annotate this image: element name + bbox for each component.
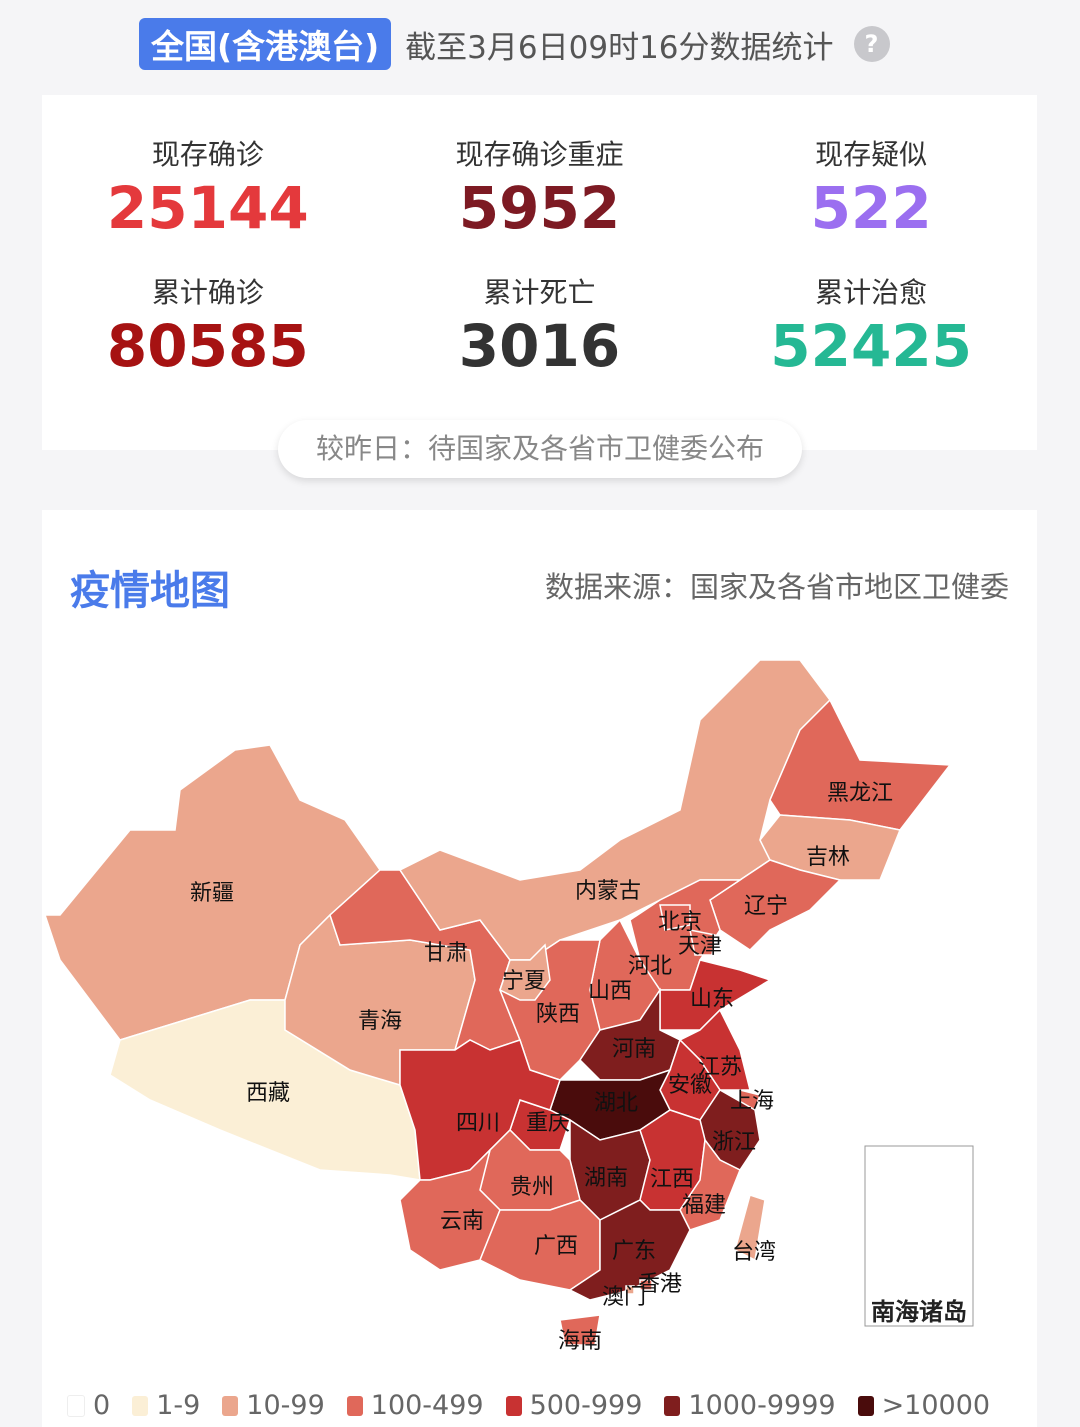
stat-item: 累计治愈 52425 — [705, 271, 1037, 377]
stat-value: 522 — [810, 174, 932, 242]
province-label: 湖南 — [584, 1166, 628, 1191]
province-region[interactable] — [734, 1194, 766, 1262]
south-sea-inset — [864, 1145, 974, 1327]
province-label: 陕西 — [536, 1002, 580, 1027]
legend-label: 1000-9999 — [688, 1390, 836, 1421]
legend-label: 0 — [93, 1390, 111, 1421]
stat-label: 现存确诊 — [151, 138, 264, 171]
stat-item: 现存确诊 25144 — [42, 133, 374, 239]
province-label: 宁夏 — [502, 969, 546, 994]
stat-label: 累计死亡 — [483, 276, 596, 309]
province-label: 江西 — [650, 1167, 694, 1192]
province-label: 四川 — [456, 1111, 500, 1136]
stat-label: 累计确诊 — [151, 276, 264, 309]
province-label: 海南 — [558, 1329, 602, 1354]
province-label: 浙江 — [712, 1130, 756, 1155]
compare-note: 较昨日：待国家及各省市卫健委公布 — [278, 420, 802, 478]
legend-swatch — [222, 1395, 239, 1416]
province-label: 内蒙古 — [575, 879, 641, 904]
stat-value: 52425 — [770, 312, 973, 380]
province-label: 青海 — [358, 1009, 402, 1034]
province-label: 重庆 — [526, 1111, 570, 1136]
legend-item[interactable]: 10-99 — [222, 1390, 325, 1421]
province-label: 安徽 — [668, 1073, 712, 1098]
legend-label: 10-99 — [246, 1390, 325, 1421]
province-label: 天津 — [678, 934, 722, 959]
map-title: 疫情地图 — [70, 568, 230, 614]
province-label: 澳门 — [602, 1285, 646, 1310]
province-region[interactable] — [689, 929, 716, 956]
province-label: 新疆 — [190, 881, 234, 906]
stat-value: 80585 — [106, 312, 309, 380]
province-label: 广东 — [612, 1239, 656, 1264]
legend-item[interactable]: 500-999 — [505, 1390, 643, 1421]
stat-label: 现存疑似 — [815, 138, 928, 171]
stat-value: 5952 — [458, 174, 621, 242]
province-region[interactable] — [625, 1285, 635, 1295]
legend-item[interactable]: >10000 — [857, 1390, 991, 1421]
province-region[interactable] — [499, 943, 551, 1001]
map-source: 数据来源：国家及各省市地区卫健委 — [544, 570, 1009, 604]
province-label: 辽宁 — [744, 894, 788, 919]
legend-label: 1-9 — [156, 1390, 201, 1421]
stat-label: 累计治愈 — [815, 276, 928, 309]
stat-item: 现存确诊重症 5952 — [374, 133, 706, 239]
province-label: 广西 — [534, 1234, 578, 1259]
map-legend: 0 1-9 10-99 100-499 500-999 1000-9999 >10000 — [67, 1390, 990, 1421]
province-label: 台湾 — [732, 1240, 776, 1265]
province-region[interactable] — [659, 904, 691, 931]
timestamp: 截至3月6日09时16分数据统计 — [405, 29, 834, 66]
legend-swatch — [346, 1395, 363, 1416]
province-label: 黑龙江 — [827, 781, 893, 806]
stat-item: 累计死亡 3016 — [374, 271, 706, 377]
province-label: 山东 — [690, 987, 734, 1012]
inset-label: 南海诸岛 — [871, 1298, 967, 1326]
province-region[interactable] — [399, 1039, 561, 1181]
legend-item[interactable]: 1000-9999 — [664, 1390, 836, 1421]
province-label: 香港 — [638, 1272, 682, 1297]
legend-swatch — [132, 1395, 149, 1416]
province-region[interactable] — [559, 1314, 601, 1346]
legend-label: >10000 — [881, 1390, 991, 1421]
legend-label: 500-999 — [529, 1390, 643, 1421]
scope-tab[interactable]: 全国(含港澳台) — [139, 18, 392, 70]
header: 全国(含港澳台) 截至3月6日09时16分数据统计 ? — [139, 18, 890, 70]
stat-value: 3016 — [458, 312, 621, 380]
legend-item[interactable]: 1-9 — [132, 1390, 200, 1421]
legend-swatch — [505, 1395, 522, 1416]
legend-swatch — [857, 1395, 874, 1416]
province-label: 河北 — [628, 954, 672, 979]
legend-swatch — [67, 1394, 85, 1417]
province-label: 河南 — [612, 1037, 656, 1062]
legend-item[interactable]: 100-499 — [346, 1390, 484, 1421]
province-region[interactable] — [568, 1199, 691, 1301]
province-label: 上海 — [730, 1089, 774, 1114]
province-label: 贵州 — [510, 1175, 554, 1200]
stat-label: 现存确诊重症 — [455, 138, 624, 171]
legend-item[interactable]: 0 — [67, 1390, 110, 1421]
legend-label: 100-499 — [370, 1390, 484, 1421]
province-label: 甘肃 — [424, 941, 468, 966]
stats-card: 现存确诊 25144 现存确诊重症 5952 现存疑似 522 累计确诊 80585 累计死亡 3… — [42, 95, 1037, 450]
province-label: 西藏 — [246, 1081, 290, 1106]
province-label: 云南 — [440, 1209, 484, 1234]
province-label: 江苏 — [698, 1055, 742, 1080]
province-label: 山西 — [588, 979, 632, 1004]
province-label: 湖北 — [594, 1091, 638, 1116]
stat-item: 现存疑似 522 — [705, 133, 1037, 239]
province-region[interactable] — [639, 1279, 653, 1291]
question-circle-icon[interactable]: ? — [853, 26, 890, 62]
province-label: 北京 — [658, 910, 702, 935]
province-label: 吉林 — [806, 845, 850, 870]
stat-value: 25144 — [106, 174, 309, 242]
legend-swatch — [664, 1395, 681, 1416]
map-card: 疫情地图 数据来源：国家及各省市地区卫健委 新疆西藏 青海 甘肃 内蒙古 黑龙江吉林 辽宁… — [42, 510, 1037, 1427]
province-label: 福建 — [682, 1193, 726, 1218]
stat-item: 累计确诊 80585 — [42, 271, 374, 377]
